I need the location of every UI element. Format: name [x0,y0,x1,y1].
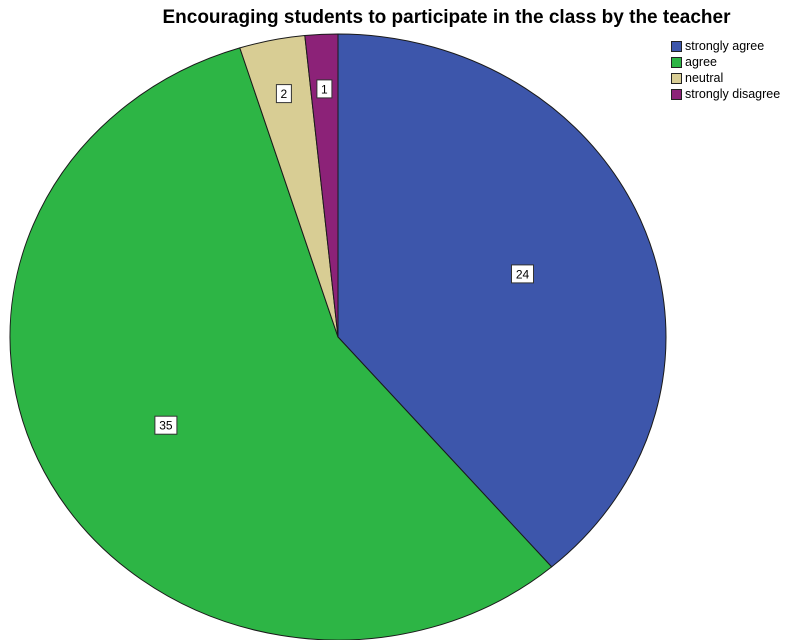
legend-label: strongly agree [685,39,765,53]
legend-item-strongly-agree: strongly agree [671,38,780,54]
legend-label: strongly disagree [685,87,781,101]
data-label-text: 35 [159,419,173,433]
legend-item-agree: agree [671,54,780,70]
pie-slice-strongly-disagree [304,33,339,338]
legend-item-strongly-disagree: strongly disagree [671,86,780,102]
legend-item-neutral: neutral [671,70,780,86]
legend-label: neutral [685,71,724,85]
legend-label: agree [685,55,717,69]
data-label-box [275,84,292,104]
legend-swatch [671,72,682,84]
data-label-neutral: 2 [275,84,292,104]
legend-swatch [671,40,682,52]
data-label-box [511,264,534,284]
data-label-box [316,79,333,99]
legend-swatch [671,56,682,68]
data-label-strongly-agree: 24 [511,264,534,284]
pie-slice-agree [9,47,553,640]
data-label-agree: 35 [154,415,178,435]
data-label-text: 24 [516,267,530,281]
chart-title: Encouraging students to participate in t… [162,7,731,28]
pie-slice-strongly-agree [337,33,667,568]
data-label-text: 2 [281,87,288,101]
data-label-text: 1 [321,82,328,96]
data-label-box [154,415,178,435]
pie-slices [9,33,667,640]
pie-data-labels: 24 35 2 1 [154,79,534,435]
legend-swatch [671,88,682,100]
legend: strongly agree agree neutral strongly disag… [671,38,780,102]
data-label-strongly-disagree: 1 [316,79,333,99]
